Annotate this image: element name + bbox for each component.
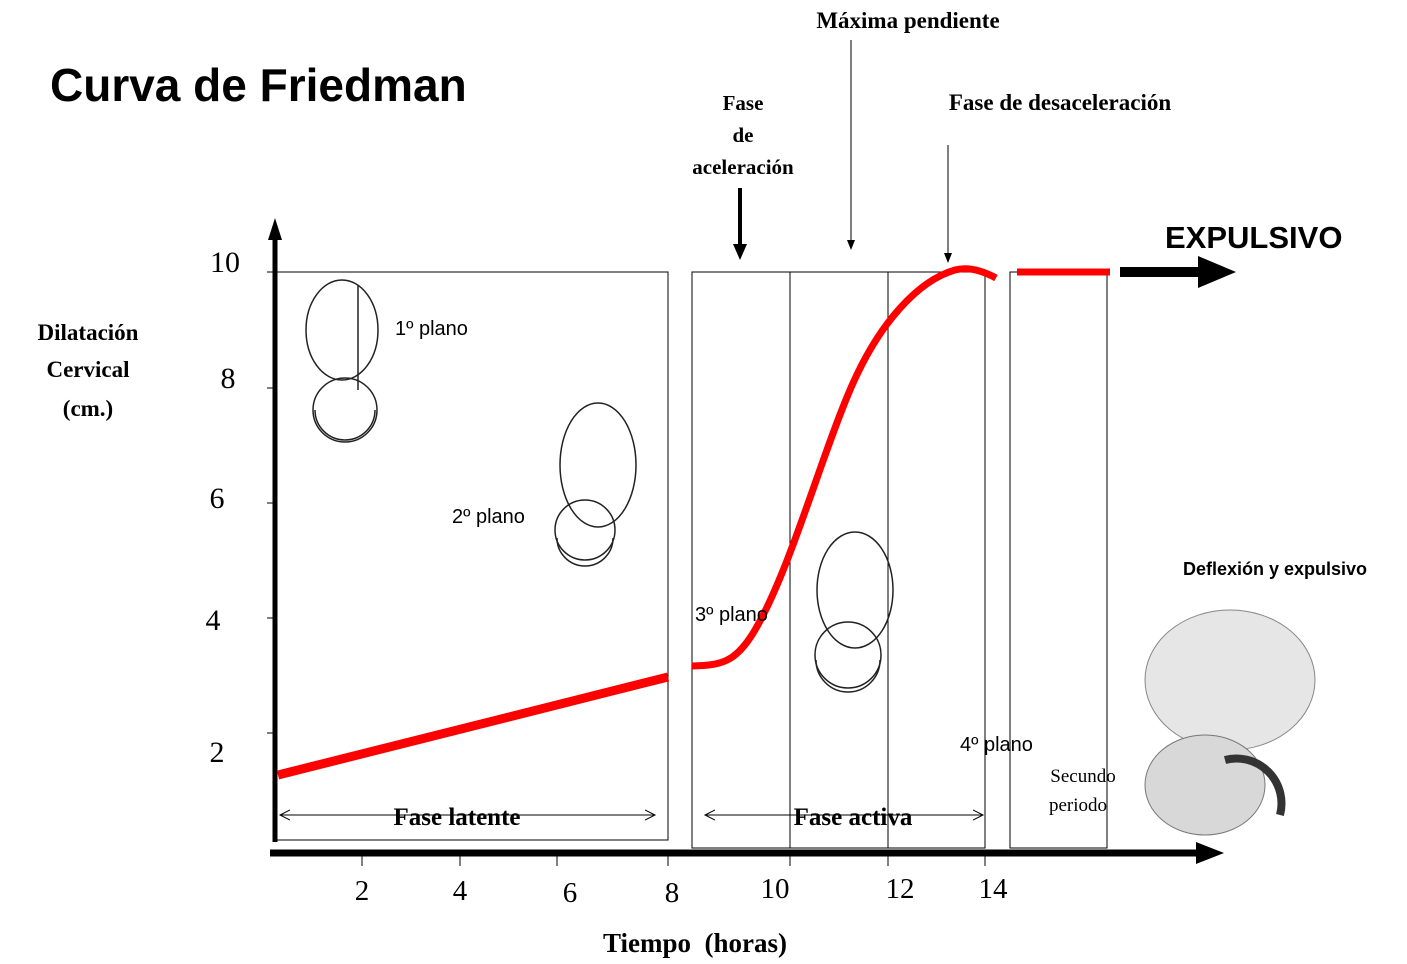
y-tick-label: 8	[221, 362, 236, 395]
arrowhead	[733, 244, 747, 260]
arrowhead	[1198, 256, 1236, 288]
title: Curva de Friedman	[50, 59, 467, 111]
y-tick-label: 10	[210, 246, 240, 279]
plane-label: 4º plano	[960, 734, 1033, 756]
panel	[1010, 272, 1107, 848]
y-axis-label: (cm.)	[63, 396, 113, 421]
x-tick-label: 14	[979, 873, 1009, 905]
tick-marks	[267, 272, 985, 866]
annotation: Fase	[723, 91, 764, 115]
annotation: EXPULSIVO	[1165, 220, 1342, 255]
annotation: Máxima pendiente	[816, 8, 999, 33]
y-axis-label: Cervical	[46, 357, 129, 382]
fetus-sketch	[815, 532, 893, 692]
plane-label: 1º plano	[395, 318, 468, 340]
period-label: periodo	[1049, 795, 1107, 816]
x-tick-label: 10	[761, 873, 790, 905]
panel	[692, 272, 985, 848]
x-tick-label: 2	[355, 875, 370, 907]
curve	[278, 677, 668, 775]
annotation: de	[733, 123, 754, 147]
phase-label: Fase activa	[794, 804, 913, 831]
x-tick-label: 4	[453, 875, 468, 907]
period-label: Secundo	[1050, 766, 1115, 787]
arrowhead	[1196, 842, 1224, 864]
plane-label: 2º plano	[452, 506, 525, 528]
phase-label: Fase latente	[393, 804, 520, 831]
fetus-sketch	[1145, 610, 1315, 835]
x-tick-label: 6	[563, 877, 578, 909]
y-axis-label: Dilatación	[38, 320, 139, 345]
fetus-sketch	[306, 280, 378, 442]
fetus-sketch	[555, 403, 636, 566]
arrowhead	[268, 218, 282, 240]
diagram: Curva de Friedman Máxima pendiente Fase …	[0, 0, 1407, 964]
deflexion-label: Deflexión y expulsivo	[1183, 559, 1367, 579]
y-tick-label: 6	[210, 482, 225, 515]
plane-label: 3º plano	[695, 604, 768, 626]
x-tick-label: 8	[665, 877, 680, 909]
arrow	[1120, 267, 1200, 277]
panel	[276, 272, 668, 840]
x-tick-label: 12	[886, 873, 915, 905]
x-axis-label: Tiempo (horas)	[603, 928, 787, 958]
y-tick-label: 2	[210, 736, 225, 769]
annotation: aceleración	[692, 155, 794, 179]
y-tick-label: 4	[206, 604, 221, 637]
annotation: Fase de desaceleración	[949, 90, 1171, 115]
